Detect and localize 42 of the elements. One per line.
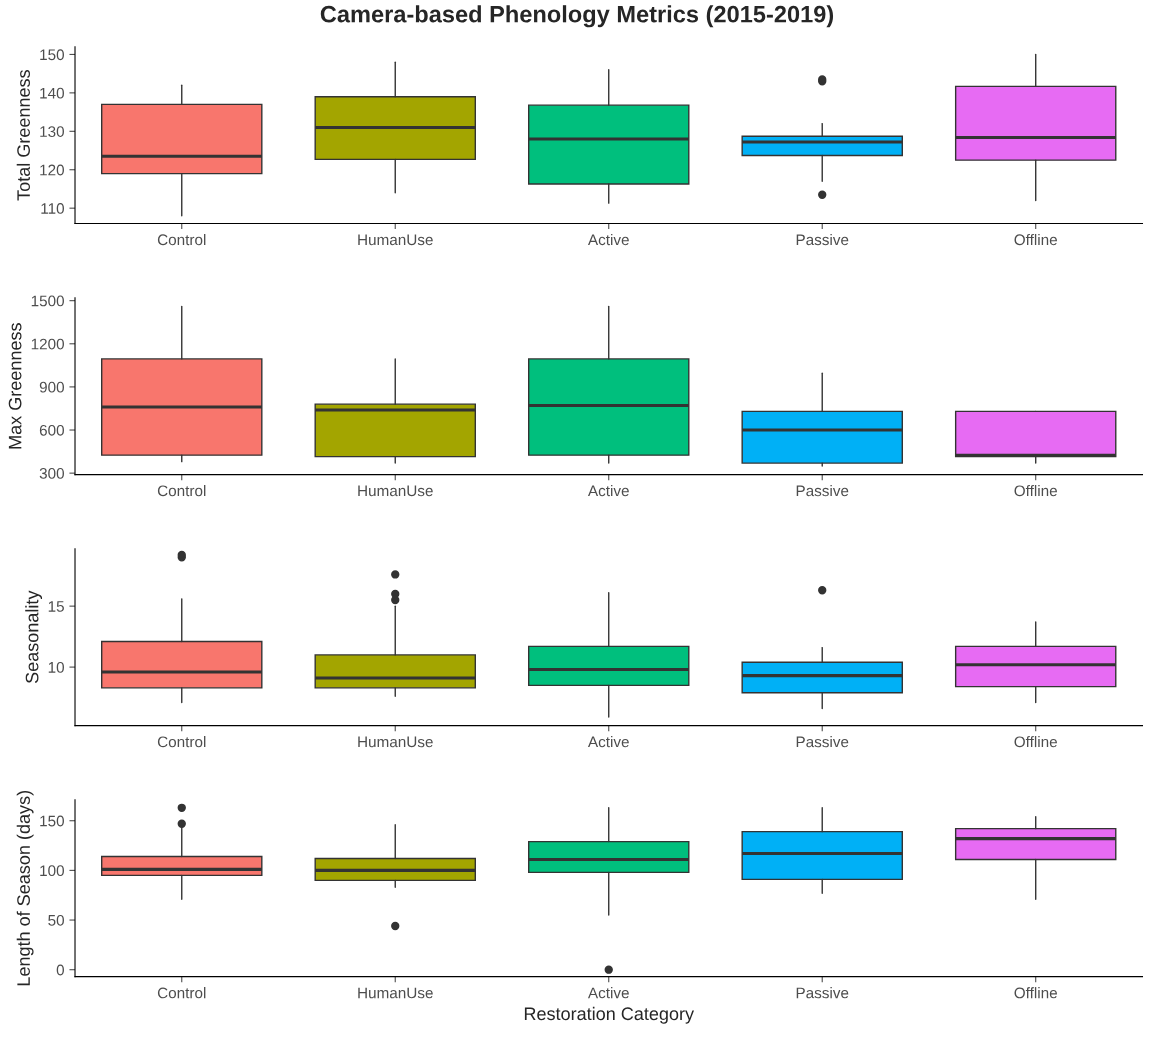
x-tick-label: Offline: [1014, 233, 1057, 246]
x-tick-label: Passive: [796, 485, 849, 497]
x-tick-label: Passive: [796, 233, 849, 246]
y-tick-label: 1500: [31, 295, 64, 307]
y-tick-label: 120: [40, 164, 64, 176]
y-tick-label: 1200: [31, 338, 64, 350]
x-tick-label: Active: [587, 233, 629, 246]
y-tick-label: 110: [41, 203, 64, 214]
y-tick-label: 600: [39, 424, 64, 436]
y-tick-label: 0: [56, 964, 64, 976]
y-tick-label: 100: [40, 865, 64, 877]
x-tick-label: Control: [157, 736, 206, 748]
x-tick-label: Active: [587, 485, 629, 497]
x-tick-label: Passive: [796, 987, 849, 999]
x-tick-label: Control: [157, 485, 206, 497]
x-tick-label: Active: [587, 987, 629, 999]
y-axis-title: Seasonality: [25, 590, 43, 684]
x-tick-label: Passive: [796, 736, 849, 748]
x-tick-label: HumanUse: [358, 987, 433, 999]
x-tick-label: Offline: [1014, 485, 1057, 497]
y-tick-label: 50: [48, 914, 64, 926]
x-tick-label: HumanUse: [358, 485, 433, 497]
x-axis-title: Restoration Category: [524, 1006, 695, 1024]
y-tick-label: 300: [39, 468, 64, 479]
x-tick-label: Offline: [1014, 736, 1057, 748]
y-tick-label: 10: [48, 661, 64, 673]
y-tick-label: 130: [40, 126, 64, 137]
chart-title: Camera-based Phenology Metrics (2015-2019): [320, 5, 834, 28]
x-tick-label: HumanUse: [358, 234, 433, 246]
y-tick-label: 140: [40, 87, 64, 99]
y-tick-label: 15: [48, 601, 64, 612]
x-tick-label: Active: [587, 736, 629, 748]
x-tick-label: Control: [157, 233, 206, 246]
y-axis-title: Total Greenness: [16, 70, 30, 201]
y-tick-label: 900: [39, 381, 64, 393]
y-axis-title: Length of Season (days): [16, 791, 34, 986]
x-tick-label: Control: [157, 987, 206, 999]
y-tick-label: 150: [40, 815, 64, 827]
x-tick-label: Offline: [1014, 987, 1057, 999]
y-tick-label: 150: [40, 49, 64, 61]
x-tick-label: HumanUse: [358, 736, 433, 748]
y-axis-title: Max Greenness: [8, 323, 22, 449]
